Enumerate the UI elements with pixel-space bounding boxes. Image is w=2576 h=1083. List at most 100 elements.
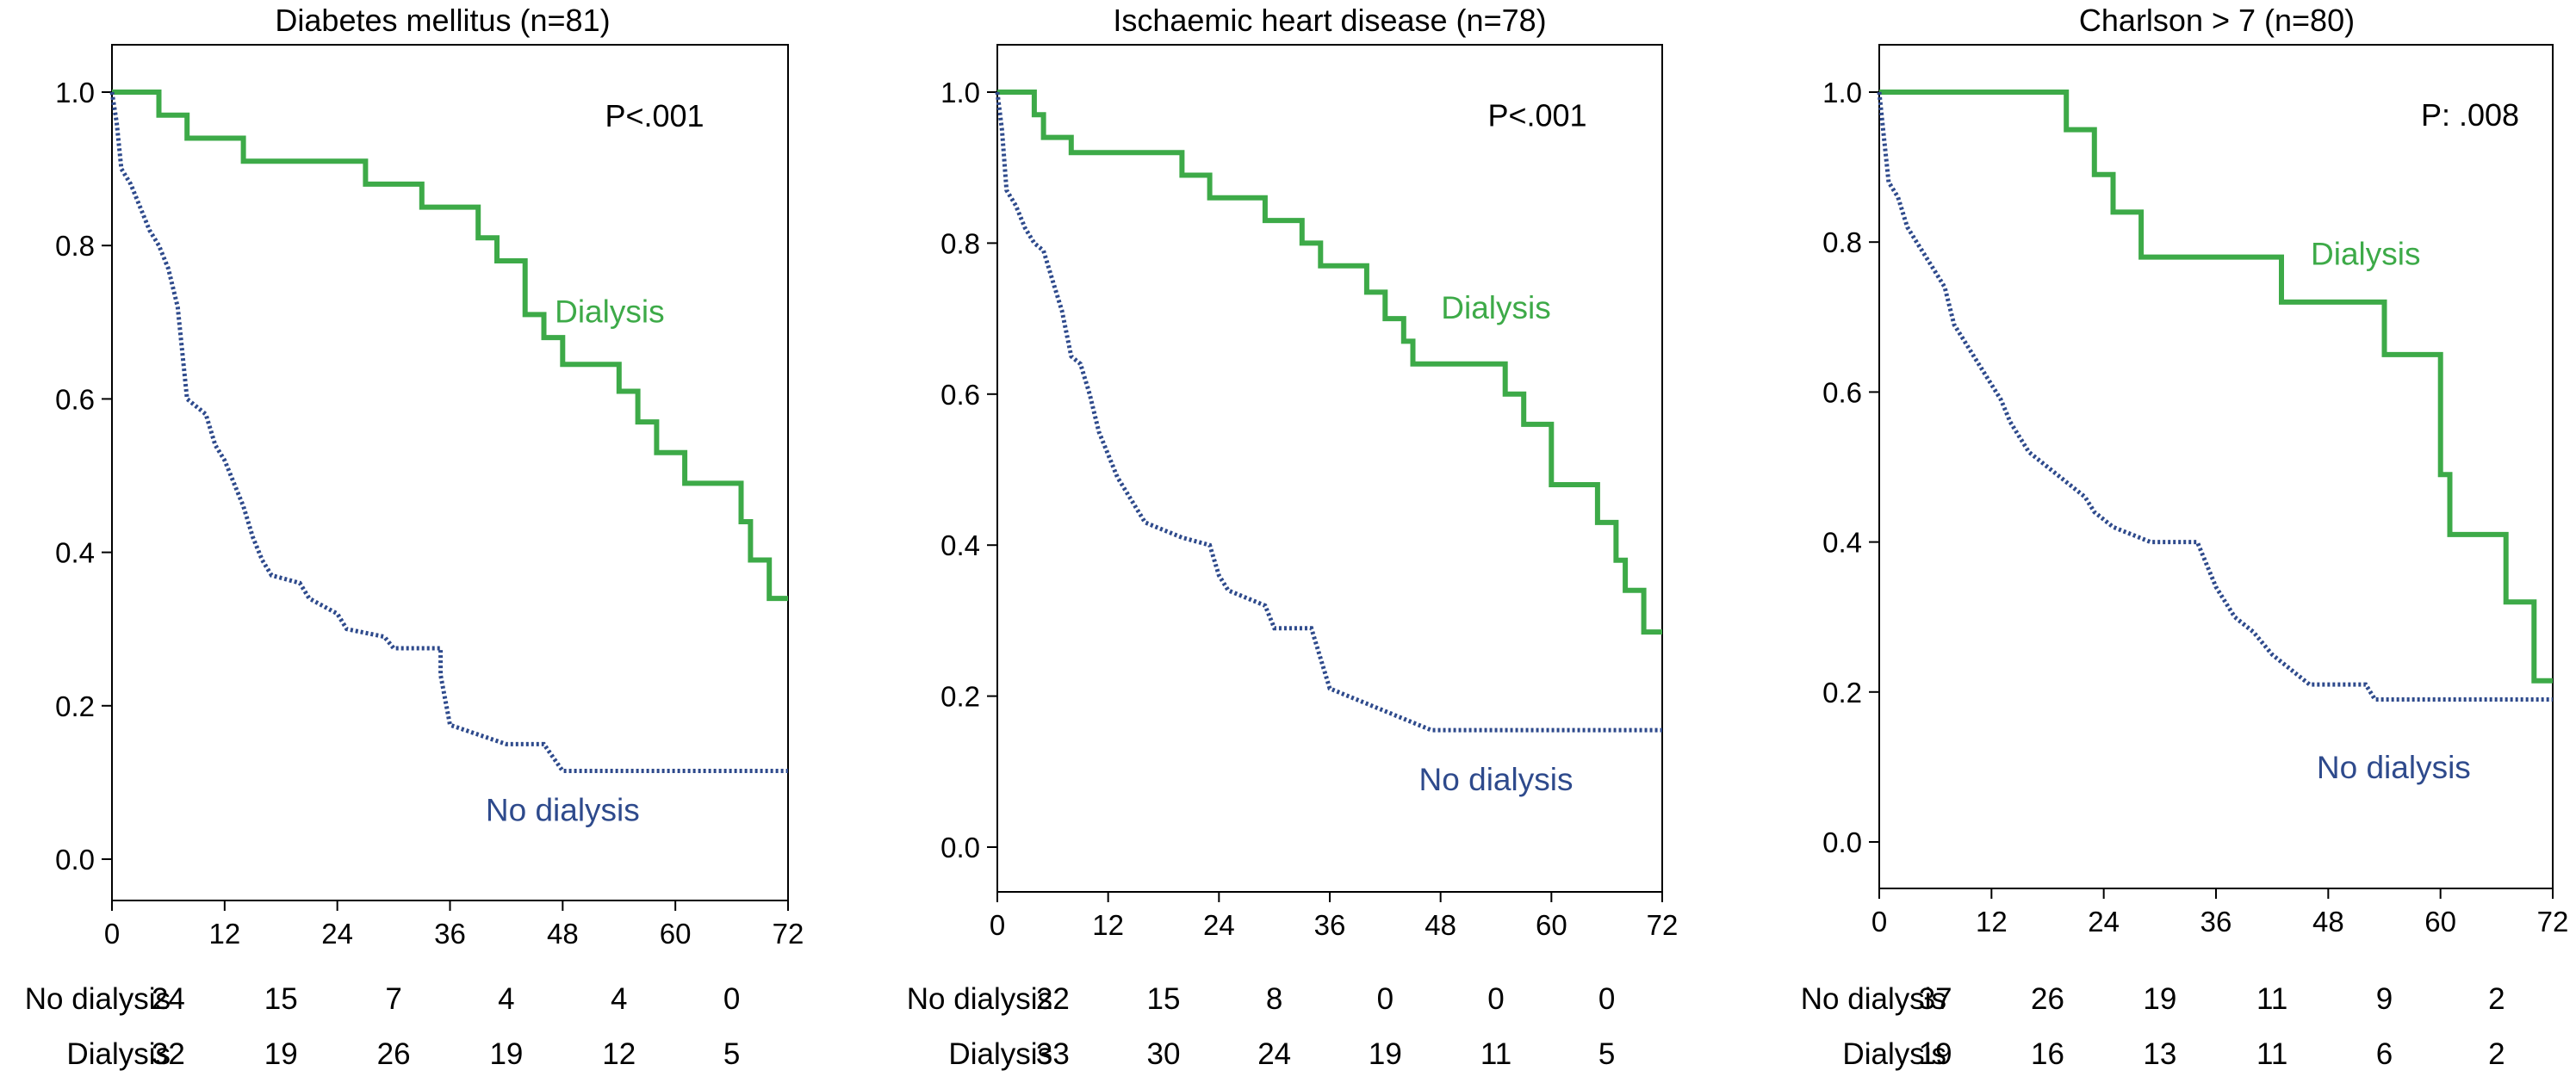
risk-row-label: No dialysis bbox=[25, 982, 171, 1016]
risk-cell: 24 bbox=[152, 982, 185, 1016]
risk-row-label: No dialysis bbox=[907, 982, 1052, 1016]
y-tick-label: 0.0 bbox=[55, 844, 95, 876]
y-tick-label: 0.4 bbox=[55, 537, 95, 569]
chart-title: Charlson > 7 (n=80) bbox=[2079, 3, 2355, 38]
x-tick-label: 0 bbox=[104, 918, 120, 950]
y-tick-label: 0.4 bbox=[940, 529, 980, 561]
x-tick-label: 60 bbox=[2424, 906, 2456, 938]
chart-title: Ischaemic heart disease (n=78) bbox=[1113, 3, 1546, 38]
series-label: No dialysis bbox=[1419, 762, 1574, 797]
risk-cell: 33 bbox=[1036, 1037, 1070, 1071]
p-value: P: .008 bbox=[2421, 97, 2519, 133]
risk-row-label: No dialysis bbox=[1801, 982, 1946, 1016]
x-tick-label: 72 bbox=[1647, 909, 1679, 941]
risk-cell: 19 bbox=[489, 1037, 523, 1071]
plot-frame bbox=[111, 44, 789, 900]
km-panel-1: Diabetes mellitus (n=81) 0.0 0.2 0.4 0.6 0.8 1… bbox=[25, 3, 804, 1071]
risk-cell: 16 bbox=[2031, 1037, 2064, 1071]
y-tick-label: 0.8 bbox=[1822, 226, 1862, 258]
y-tick-label: 0.6 bbox=[940, 379, 980, 411]
km-panel-2: Ischaemic heart disease (n=78) 0.0 0.2 0.4 0… bbox=[907, 3, 1679, 1071]
risk-cell: 6 bbox=[2376, 1037, 2393, 1071]
series-label: No dialysis bbox=[486, 792, 640, 827]
risk-cell: 5 bbox=[1598, 1037, 1615, 1071]
km-panel-3: Charlson > 7 (n=80) 0.0 0.2 0.4 0.6 0.8 1.0 0 12… bbox=[1801, 3, 2569, 1071]
y-tick-label: 0.6 bbox=[1822, 376, 1862, 408]
p-value: P<.001 bbox=[1487, 97, 1586, 133]
risk-cell: 0 bbox=[1598, 982, 1615, 1016]
series-line-dialysis bbox=[112, 90, 788, 602]
risk-cell: 0 bbox=[1487, 982, 1504, 1016]
x-tick-label: 24 bbox=[1203, 909, 1235, 941]
risk-cell: 2 bbox=[2488, 1037, 2505, 1071]
risk-cell: 7 bbox=[385, 982, 401, 1016]
risk-cell: 13 bbox=[2143, 1037, 2176, 1071]
risk-cell: 0 bbox=[1377, 982, 1394, 1016]
y-tick-label: 0.6 bbox=[55, 383, 95, 415]
x-tick-label: 48 bbox=[2312, 906, 2344, 938]
x-tick-label: 72 bbox=[2537, 906, 2569, 938]
risk-cell: 5 bbox=[723, 1037, 740, 1071]
y-tick-label: 1.0 bbox=[1822, 77, 1862, 108]
series-label: Dialysis bbox=[2311, 236, 2420, 271]
plot-frame bbox=[996, 44, 1663, 892]
series-line-no-dialysis bbox=[995, 91, 1662, 733]
risk-cell: 19 bbox=[264, 1037, 298, 1071]
risk-cell: 37 bbox=[1919, 982, 1952, 1016]
x-tick-label: 24 bbox=[2088, 906, 2120, 938]
risk-cell: 30 bbox=[1147, 1037, 1181, 1071]
x-tick-label: 48 bbox=[547, 918, 579, 950]
risk-cell: 22 bbox=[1036, 982, 1070, 1016]
x-tick-label: 12 bbox=[1092, 909, 1124, 941]
series-label: Dialysis bbox=[1441, 290, 1550, 325]
x-tick-label: 0 bbox=[990, 909, 1005, 941]
risk-row-label: Dialysis bbox=[66, 1037, 171, 1071]
series-line-dialysis bbox=[1879, 90, 2553, 684]
risk-cell: 12 bbox=[602, 1037, 636, 1071]
y-tick-label: 1.0 bbox=[940, 77, 980, 108]
p-value: P<.001 bbox=[605, 98, 704, 133]
risk-cell: 19 bbox=[1369, 1037, 1402, 1071]
y-tick-label: 1.0 bbox=[55, 77, 95, 108]
chart-title: Diabetes mellitus (n=81) bbox=[275, 3, 610, 38]
series-label: Dialysis bbox=[555, 294, 664, 329]
x-tick-label: 60 bbox=[1536, 909, 1567, 941]
risk-cell: 26 bbox=[377, 1037, 411, 1071]
risk-cell: 4 bbox=[498, 982, 514, 1016]
y-tick-label: 0.8 bbox=[55, 230, 95, 262]
risk-cell: 19 bbox=[1919, 1037, 1952, 1071]
y-tick-label: 0.2 bbox=[940, 681, 980, 713]
y-tick-label: 0.2 bbox=[55, 690, 95, 722]
risk-cell: 11 bbox=[2256, 1037, 2287, 1071]
x-tick-label: 36 bbox=[1314, 909, 1346, 941]
risk-cell: 24 bbox=[1257, 1037, 1291, 1071]
risk-row-label: Dialysis bbox=[1842, 1037, 1946, 1071]
y-tick-label: 0.0 bbox=[1822, 826, 1862, 858]
series-label: No dialysis bbox=[2317, 750, 2471, 785]
risk-cell: 11 bbox=[2256, 982, 2287, 1016]
y-tick-label: 0.4 bbox=[1822, 527, 1862, 559]
x-tick-label: 36 bbox=[2200, 906, 2232, 938]
risk-cell: 4 bbox=[611, 982, 627, 1016]
x-tick-label: 36 bbox=[434, 918, 466, 950]
x-tick-label: 12 bbox=[208, 918, 240, 950]
risk-cell: 2 bbox=[2488, 982, 2505, 1016]
x-tick-label: 72 bbox=[773, 918, 804, 950]
y-tick-label: 0.2 bbox=[1822, 677, 1862, 709]
risk-cell: 0 bbox=[723, 982, 740, 1016]
risk-cell: 11 bbox=[1480, 1037, 1511, 1071]
risk-cell: 19 bbox=[2143, 982, 2176, 1016]
x-tick-label: 60 bbox=[660, 918, 692, 950]
risk-cell: 9 bbox=[2376, 982, 2393, 1016]
risk-row-label: Dialysis bbox=[948, 1037, 1052, 1071]
series-line-dialysis bbox=[997, 90, 1662, 635]
x-tick-label: 24 bbox=[321, 918, 353, 950]
risk-cell: 15 bbox=[264, 982, 298, 1016]
plot-frame bbox=[1878, 44, 2554, 888]
risk-cell: 26 bbox=[2031, 982, 2064, 1016]
x-tick-label: 0 bbox=[1871, 906, 1887, 938]
y-tick-label: 0.0 bbox=[940, 832, 980, 863]
series-line-no-dialysis bbox=[1877, 91, 2553, 702]
risk-cell: 32 bbox=[152, 1037, 185, 1071]
